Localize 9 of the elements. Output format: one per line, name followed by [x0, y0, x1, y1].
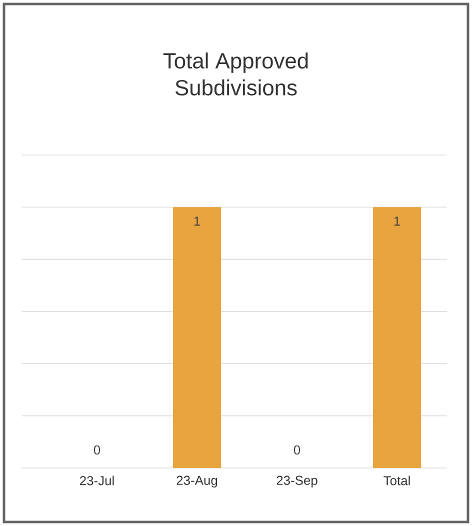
- data-label: 1: [394, 216, 400, 226]
- data-label: 0: [294, 445, 300, 455]
- x-tick-label: 23-Jul: [80, 476, 114, 486]
- x-tick-label: Total: [384, 476, 410, 486]
- x-tick-label: 23-Aug: [176, 476, 218, 488]
- data-label: 1: [194, 216, 200, 226]
- data-label: 0: [94, 445, 100, 455]
- x-tick-label: 23-Sep: [276, 476, 318, 488]
- chart-title: Total Approved Subdivisions: [163, 52, 308, 96]
